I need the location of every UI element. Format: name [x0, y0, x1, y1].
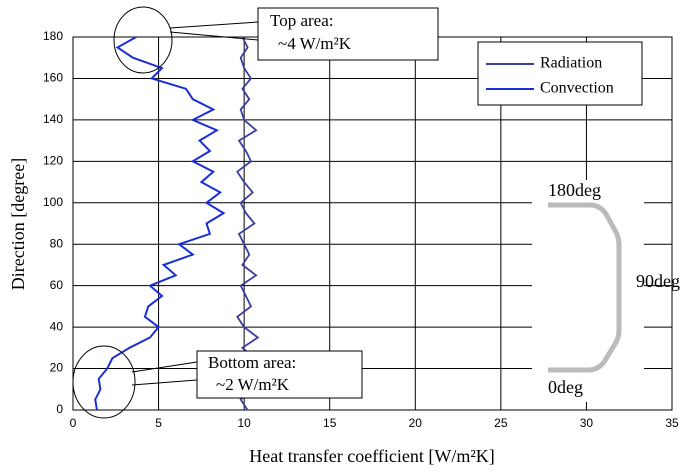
y-tick-label: 180: [43, 29, 63, 43]
y-tick-label: 100: [43, 195, 63, 209]
callout-line: [169, 21, 259, 41]
y-tick-label: 160: [43, 71, 63, 85]
y-tick-label: 120: [43, 154, 63, 168]
x-tick-label: 20: [409, 416, 423, 430]
annotation-text: ~2 W/m²K: [216, 375, 290, 394]
inset-label: 90deg: [636, 271, 680, 291]
legend-box: [477, 41, 643, 106]
x-tick-label: 10: [237, 416, 251, 430]
y-tick-label: 60: [50, 278, 64, 292]
legend-label: Convection: [540, 80, 614, 97]
y-tick-label: 140: [43, 112, 63, 126]
lines: [94, 36, 260, 411]
annotation-box: [257, 7, 439, 61]
inset-label: 180deg: [548, 180, 601, 200]
x-tick-label: 0: [70, 416, 77, 430]
inset-shape: [548, 202, 622, 373]
annotation-box: [196, 350, 363, 399]
inset-label: 0deg: [548, 377, 583, 397]
y-tick-label: 20: [50, 361, 64, 375]
x-tick-label: 5: [155, 416, 162, 430]
y-axis-title: Direction [degree]: [8, 158, 28, 290]
highlight-ellipse: [113, 6, 173, 74]
x-tick-label: 15: [323, 416, 337, 430]
y-tick-label: 0: [56, 402, 63, 416]
legend-label: Radiation: [540, 55, 602, 72]
x-axis-title: Heat transfer coefficient [W/m²K]: [249, 446, 494, 466]
annotation-text: ~4 W/m²K: [278, 34, 352, 53]
legend: Radiation Convection: [477, 41, 643, 106]
y-tick-label: 80: [50, 236, 64, 250]
data-line: [94, 36, 226, 411]
callout-line: [131, 361, 198, 386]
inset-background: [532, 180, 644, 402]
data-line: [236, 36, 260, 411]
y-tick-label: 40: [50, 319, 64, 333]
x-tick-label: 30: [580, 416, 594, 430]
x-tick-label: 35: [665, 416, 679, 430]
annotation-text: Bottom area:: [208, 353, 296, 372]
x-tick-label: 25: [494, 416, 508, 430]
annotation-text: Top area:: [270, 11, 333, 30]
highlight-ellipse: [72, 345, 136, 419]
